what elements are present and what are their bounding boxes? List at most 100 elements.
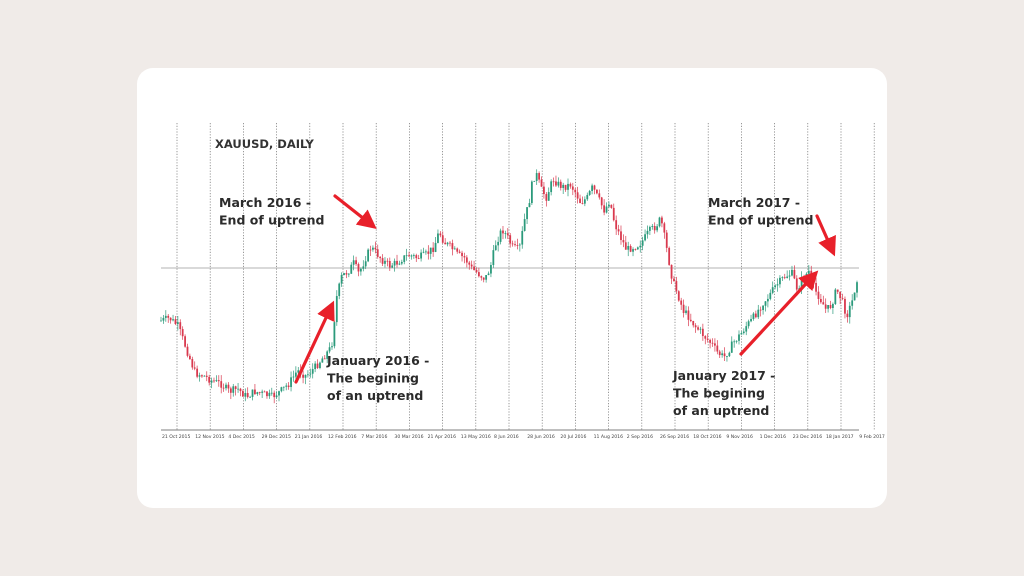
candle-body xyxy=(754,313,757,318)
candle-body xyxy=(514,244,516,246)
candle-body xyxy=(453,248,456,250)
candle-body xyxy=(386,260,389,262)
candle-body xyxy=(384,260,386,264)
candle-body xyxy=(771,287,774,293)
candle-body xyxy=(492,250,495,266)
annotation-march-2016: March 2016 - End of uptrend xyxy=(219,195,324,228)
candle-body xyxy=(610,204,613,208)
candle-body xyxy=(400,261,403,264)
candle-body xyxy=(648,226,651,231)
candle-body xyxy=(783,277,786,279)
candle-body xyxy=(670,264,673,279)
candle-body xyxy=(779,277,781,285)
candle-body xyxy=(714,343,716,346)
candle-body xyxy=(217,380,220,382)
candle-body xyxy=(275,395,278,398)
candle-body xyxy=(733,341,736,343)
candle-body xyxy=(229,388,232,393)
candle-body xyxy=(627,245,630,250)
candle-body xyxy=(791,269,793,276)
candle-body xyxy=(668,247,671,265)
annotation-line: January 2016 - xyxy=(326,353,429,368)
candle-body xyxy=(444,242,447,245)
candle-body xyxy=(458,251,461,253)
candle-body xyxy=(543,186,545,195)
candle-body xyxy=(593,185,596,190)
candle-body xyxy=(456,248,459,252)
candle-body xyxy=(528,203,531,208)
candle-body xyxy=(646,230,649,235)
candle-body xyxy=(706,338,709,340)
candle-body xyxy=(723,353,726,357)
candle-body xyxy=(398,263,401,265)
candle-body xyxy=(350,264,353,274)
candle-body xyxy=(523,219,526,231)
candle-body xyxy=(422,251,425,253)
candle-body xyxy=(774,285,777,288)
candle-body xyxy=(338,283,341,297)
candle-body xyxy=(644,234,646,241)
candle-body xyxy=(726,356,728,357)
candle-body xyxy=(463,256,466,258)
annotation-line: March 2016 - xyxy=(219,195,311,210)
candle-body xyxy=(451,243,454,250)
candle-body xyxy=(545,194,548,201)
x-tick-label: 18 Jan 2017 xyxy=(826,434,854,440)
candle-body xyxy=(304,374,307,378)
candle-body xyxy=(314,363,317,370)
candle-body xyxy=(357,264,360,272)
candle-body xyxy=(294,372,297,377)
candle-body xyxy=(562,184,565,188)
candle-body xyxy=(331,346,333,348)
candle-body xyxy=(504,233,507,235)
candle-body xyxy=(569,183,572,187)
candle-body xyxy=(827,305,830,309)
candle-body xyxy=(608,204,610,207)
candle-body xyxy=(499,230,502,242)
candle-body xyxy=(446,242,449,245)
candle-body xyxy=(699,328,702,330)
candle-body xyxy=(740,333,743,335)
candle-body xyxy=(461,252,463,257)
candle-body xyxy=(555,181,557,186)
candle-body xyxy=(788,275,791,277)
candle-body xyxy=(687,310,690,320)
candle-body xyxy=(639,245,642,248)
candle-body xyxy=(521,230,524,245)
candle-body xyxy=(805,273,808,280)
candle-body xyxy=(352,260,355,265)
x-tick-label: 4 Dec 2015 xyxy=(228,434,255,440)
candle-body xyxy=(205,375,208,377)
arrow-march-2017 xyxy=(815,214,836,257)
chart-title: XAUUSD, DAILY xyxy=(215,137,315,151)
candle-body xyxy=(164,315,167,318)
candle-body xyxy=(697,327,699,330)
candle-body xyxy=(237,388,239,390)
x-tick-label: 23 Dec 2016 xyxy=(793,434,822,440)
candle-body xyxy=(309,373,312,375)
candle-body xyxy=(396,260,398,265)
candle-body xyxy=(567,183,569,190)
candle-body xyxy=(677,291,680,301)
candle-body xyxy=(735,340,738,342)
x-tick-label: 26 Sep 2016 xyxy=(660,434,689,440)
annotation-january-2017: January 2017 - The begining of an uptrend xyxy=(672,368,775,418)
x-tick-label: 9 Feb 2017 xyxy=(859,434,885,440)
candle-body xyxy=(316,363,319,368)
candle-body xyxy=(319,362,321,368)
candle-body xyxy=(694,325,697,328)
candle-body xyxy=(355,260,357,265)
candle-body xyxy=(184,336,186,347)
candle-body xyxy=(362,266,365,269)
candle-body xyxy=(661,217,663,224)
candle-body xyxy=(270,392,273,394)
candle-body xyxy=(511,243,514,245)
x-tick-label: 8 Jun 2016 xyxy=(494,434,519,440)
candle-body xyxy=(227,384,230,389)
candle-body xyxy=(516,245,519,246)
candle-body xyxy=(518,244,521,246)
candle-body xyxy=(634,249,637,250)
candle-body xyxy=(762,305,764,311)
candle-body xyxy=(603,205,606,213)
candle-body xyxy=(441,235,444,243)
